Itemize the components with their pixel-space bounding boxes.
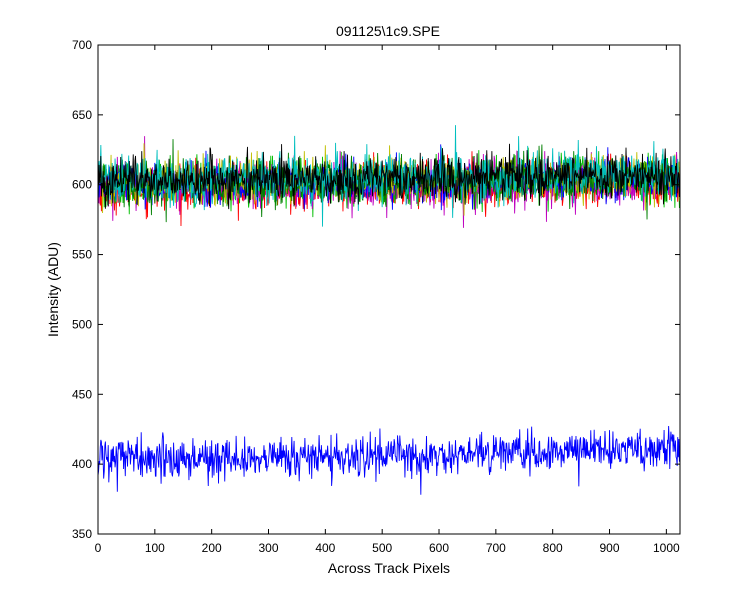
x-tick-label: 0 — [95, 541, 102, 555]
y-tick-label: 450 — [72, 387, 92, 401]
x-tick-label: 200 — [202, 541, 222, 555]
y-axis: 350 400 450 500 550 600 650 700 — [72, 38, 680, 541]
chart-title: 091125\1c9.SPE — [336, 23, 440, 39]
y-tick-label: 350 — [72, 527, 92, 541]
x-tick-label: 800 — [543, 541, 563, 555]
y-tick-label: 700 — [72, 38, 92, 52]
y-tick-label: 400 — [72, 457, 92, 471]
series-layer — [97, 125, 680, 495]
x-tick-label: 500 — [372, 541, 392, 555]
series-line-8 — [97, 143, 680, 210]
y-tick-label: 550 — [72, 248, 92, 262]
x-tick-label: 400 — [315, 541, 335, 555]
x-tick-label: 900 — [600, 541, 620, 555]
x-tick-label: 100 — [145, 541, 165, 555]
x-axis-title: Across Track Pixels — [328, 560, 450, 576]
x-tick-label: 600 — [429, 541, 449, 555]
y-tick-label: 500 — [72, 317, 92, 331]
x-axis: 0 100 200 300 400 500 600 700 800 900 1000 — [95, 45, 680, 555]
y-tick-label: 650 — [72, 108, 92, 122]
axes-box — [97, 44, 681, 535]
y-tick-label: 600 — [72, 178, 92, 192]
plot-area: 0 100 200 300 400 500 600 700 800 900 1000 350 400 4… — [72, 38, 681, 555]
x-tick-label: 300 — [258, 541, 278, 555]
series-line-9 — [97, 426, 680, 495]
y-axis-title: Intensity (ADU) — [45, 242, 61, 337]
series-line-7 — [97, 125, 680, 227]
x-tick-label: 700 — [486, 541, 506, 555]
x-tick-label: 1000 — [653, 541, 680, 555]
